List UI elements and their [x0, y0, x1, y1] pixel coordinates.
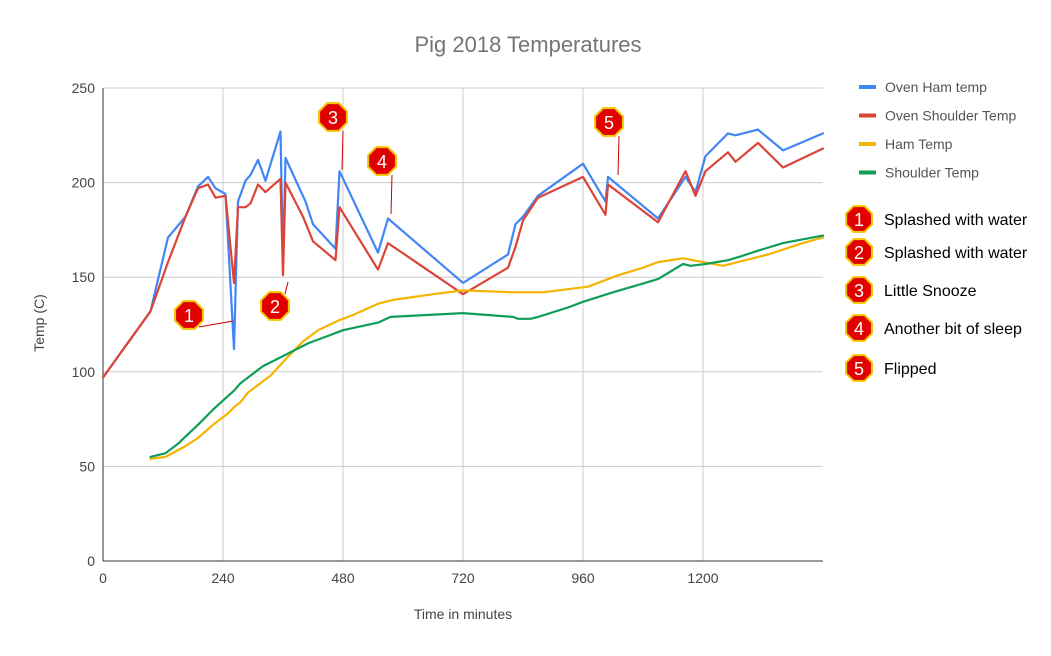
annotation-legend-number: 4 [854, 319, 864, 339]
y-tick-label: 0 [87, 553, 95, 569]
annotation-badge-number: 5 [604, 113, 614, 133]
annotation-markers: 1 2 3 4 5 [174, 102, 624, 330]
annotation-legend-label: Splashed with water [884, 245, 1028, 262]
annotation-badge-4 [367, 146, 397, 176]
series-line-oven-shoulder-temp [101, 141, 825, 379]
x-tick-label: 1200 [687, 570, 718, 586]
annotation-leader-3 [341, 130, 344, 171]
annotation-legend-number: 2 [854, 243, 864, 263]
legend-label: Ham Temp [885, 136, 953, 152]
annotation-badge-2 [260, 291, 290, 321]
series-line-shoulder-temp [149, 234, 825, 458]
series-line-ham-temp [149, 236, 825, 460]
x-tick-label: 720 [451, 570, 475, 586]
x-tick-label: 480 [331, 570, 355, 586]
annotation-legend-badge [845, 354, 873, 382]
x-tick-label: 240 [211, 570, 235, 586]
y-tick-label: 50 [79, 458, 95, 474]
x-tick-label: 0 [99, 570, 107, 586]
legend-label: Oven Shoulder Temp [885, 108, 1016, 124]
annotation-leaders [198, 130, 620, 328]
annotation-badge-1 [174, 300, 204, 330]
annotation-badge-number: 1 [184, 306, 194, 326]
annotation-badge-number: 3 [328, 108, 338, 128]
annotation-legend-badge [845, 238, 873, 266]
gridlines [103, 87, 823, 561]
annotation-legend-number: 1 [854, 210, 864, 230]
legend-label: Oven Ham temp [885, 79, 987, 95]
annotation-legend-number: 5 [854, 359, 864, 379]
annotation-legend-badge [845, 314, 873, 342]
annotation-leader-1 [198, 320, 234, 328]
annotation-legend-label: Another bit of sleep [884, 321, 1022, 338]
annotation-leader-4 [390, 174, 393, 215]
axes: 0 50 100 150 200 250 0 240 480 720 960 1200 [72, 80, 823, 586]
annotation-legend-number: 3 [854, 281, 864, 301]
annotation-legend-label: Little Snooze [884, 283, 977, 300]
annotation-badge-3 [318, 102, 348, 132]
chart-title: Pig 2018 Temperatures [414, 32, 641, 57]
annotation-badge-number: 4 [377, 152, 387, 172]
legend: Oven Ham temp Oven Shoulder Temp Ham Temp S… [859, 79, 1016, 181]
y-tick-label: 150 [72, 269, 96, 285]
series-lines [101, 128, 825, 460]
annotation-badge-5 [594, 107, 624, 137]
annotation-legend-badge [845, 276, 873, 304]
annotation-legend-badge [845, 205, 873, 233]
x-tick-label: 960 [571, 570, 595, 586]
y-tick-label: 250 [72, 80, 96, 96]
y-tick-label: 100 [72, 364, 96, 380]
x-axis-title: Time in minutes [414, 606, 512, 622]
annotation-leader-2 [284, 281, 289, 295]
annotation-leader-5 [617, 135, 620, 176]
annotation-legend-label: Splashed with water [884, 212, 1028, 229]
annotation-legend-label: Flipped [884, 361, 936, 378]
annotation-badge-number: 2 [270, 297, 280, 317]
legend-label: Shoulder Temp [885, 165, 979, 181]
y-tick-label: 200 [72, 175, 96, 191]
annotation-legend: 1 Splashed with water 2 Splashed with water… [845, 205, 1028, 382]
y-axis-title: Temp (C) [31, 294, 47, 352]
